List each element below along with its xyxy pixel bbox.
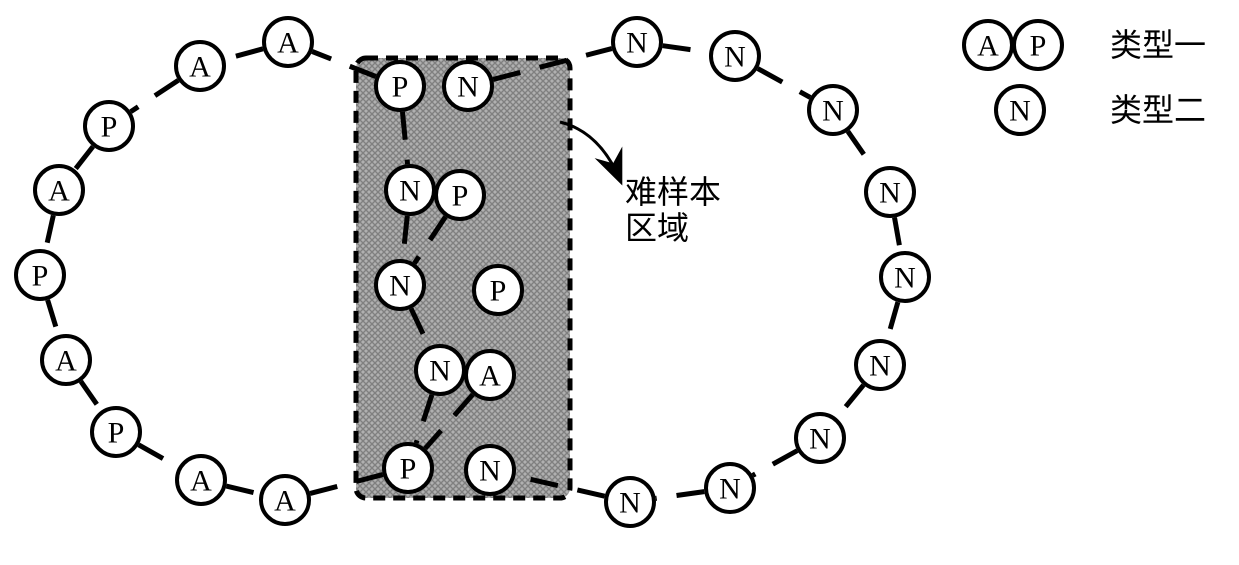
node-label: A: [277, 27, 299, 60]
diagram-edge: [848, 131, 875, 170]
diagram-edge: [837, 385, 864, 418]
diagram-node: N: [796, 414, 844, 462]
diagram-edge: [46, 215, 54, 249]
diagram-edge: [131, 80, 179, 111]
diagram-node: P: [85, 102, 133, 150]
node-label: N: [399, 175, 421, 208]
diagram-edge: [895, 218, 901, 252]
node-label: N: [389, 270, 411, 303]
diagram-node: A: [964, 21, 1012, 69]
diagram-edge: [139, 445, 179, 467]
diagram-node: A: [264, 18, 312, 66]
annotation-text: 区域: [625, 210, 689, 246]
diagram-node: N: [444, 62, 492, 110]
diagram-node: N: [706, 464, 754, 512]
node-label: A: [190, 465, 212, 498]
diagram-node: A: [42, 336, 90, 384]
node-label: P: [392, 71, 409, 104]
diagram-edge: [225, 49, 263, 59]
diagram-edge: [226, 486, 259, 494]
diagram-edge: [887, 302, 898, 340]
diagram-node: A: [177, 456, 225, 504]
diagram-edge: [663, 46, 710, 53]
diagram-node: N: [809, 86, 857, 134]
node-label: A: [479, 360, 501, 393]
legend-label: 类型二: [1110, 92, 1206, 128]
diagram-node: N: [856, 341, 904, 389]
node-label: N: [724, 41, 746, 74]
node-label: P: [490, 275, 507, 308]
annotation-text: 难样本: [625, 174, 721, 210]
node-label: A: [55, 345, 77, 378]
node-label: P: [452, 180, 469, 213]
node-label: N: [869, 350, 891, 383]
diagram-node: N: [996, 86, 1044, 134]
diagram-node: N: [376, 261, 424, 309]
node-label: P: [400, 453, 417, 486]
diagram-node: P: [1014, 21, 1062, 69]
node-label: A: [977, 30, 999, 63]
diagram-node: N: [466, 446, 514, 494]
node-label: N: [457, 71, 479, 104]
diagram-edge: [758, 69, 810, 98]
node-label: N: [879, 177, 901, 210]
node-label: N: [822, 95, 844, 128]
diagram-node: N: [606, 478, 654, 526]
diagram-node: P: [16, 251, 64, 299]
node-label: N: [809, 423, 831, 456]
diagram-node: P: [384, 444, 432, 492]
diagram-edge: [81, 381, 101, 410]
diagram-node: A: [176, 42, 224, 90]
node-label: A: [189, 51, 211, 84]
node-label: N: [719, 473, 741, 506]
node-label: P: [1030, 30, 1047, 63]
node-label: N: [894, 262, 916, 295]
diagram-node: N: [613, 18, 661, 66]
diagram-node: P: [92, 408, 140, 456]
diagram-node: A: [35, 166, 83, 214]
diagram-edge: [753, 451, 798, 476]
node-label: N: [619, 487, 641, 520]
node-label: N: [626, 27, 648, 60]
diagram-node: P: [436, 171, 484, 219]
diagram-edge: [75, 146, 93, 169]
node-label: N: [479, 455, 501, 488]
diagram-node: N: [711, 32, 759, 80]
diagram-node: N: [881, 253, 929, 301]
diagram-node: A: [466, 351, 514, 399]
node-label: N: [1009, 95, 1031, 128]
legend-label: 类型一: [1110, 27, 1206, 63]
diagram-node: P: [376, 62, 424, 110]
diagram-node: N: [416, 346, 464, 394]
diagram-node: P: [474, 266, 522, 314]
node-label: P: [32, 260, 49, 293]
node-label: A: [48, 175, 70, 208]
diagram-edge: [656, 492, 705, 499]
node-label: P: [101, 111, 118, 144]
diagram-node: A: [261, 476, 309, 524]
diagram-node: N: [866, 168, 914, 216]
diagram-edge: [48, 300, 59, 335]
node-label: A: [274, 485, 296, 518]
diagram-node: N: [386, 166, 434, 214]
node-label: P: [108, 417, 125, 450]
diagram-canvas: AAPAPAPAAPNNPNPNAPNNNNNNNNNN难样本区域AP类型一N类…: [0, 0, 1239, 565]
node-label: N: [429, 355, 451, 388]
